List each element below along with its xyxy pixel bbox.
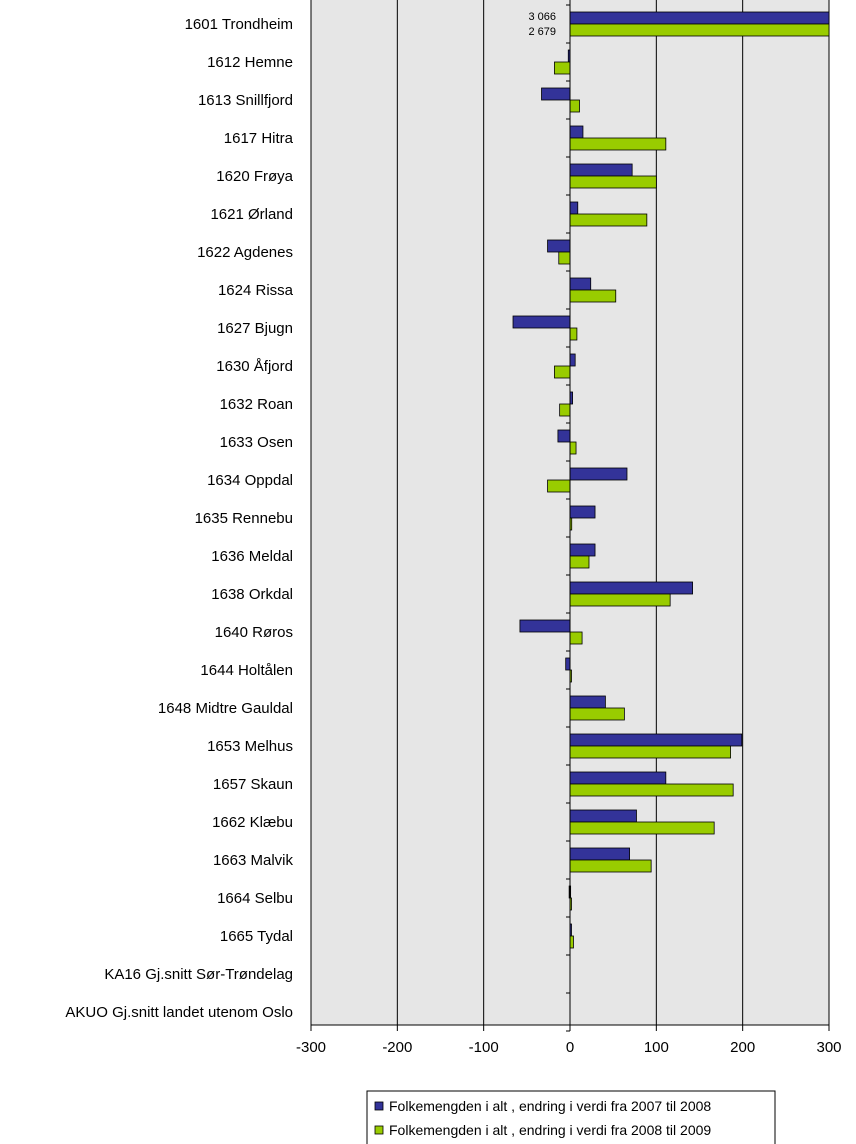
category-label: 1624 Rissa: [218, 282, 294, 299]
bar-series2: [569, 821, 715, 835]
bar-series2: [569, 935, 574, 949]
bar-series2: [569, 783, 734, 797]
bar-series1: [569, 353, 576, 367]
x-tick-label: -300: [296, 1039, 326, 1056]
bar-series2: [569, 99, 580, 113]
bar-series2: [569, 745, 731, 759]
bar-series2: [569, 593, 671, 607]
bar-series1: [565, 657, 571, 671]
category-label: 1620 Frøya: [216, 168, 293, 185]
category-label: KA16 Gj.snitt Sør-Trøndelag: [104, 966, 293, 983]
category-label: 1638 Orkdal: [211, 586, 293, 603]
legend-swatch: [374, 1125, 384, 1135]
category-label: 1648 Midtre Gauldal: [158, 700, 293, 717]
bar-series2: [554, 61, 571, 75]
bar-series2: [569, 631, 583, 645]
bar-series1: [569, 277, 592, 291]
category-label: 1662 Klæbu: [212, 814, 293, 831]
legend-label: Folkemengden i alt , endring i verdi fra…: [389, 1098, 711, 1114]
bar-series1: [569, 581, 693, 595]
x-tick-label: 200: [730, 1039, 755, 1056]
bar-series2: [554, 365, 571, 379]
bar-series2: [569, 555, 590, 569]
x-tick-label: -100: [469, 1039, 499, 1056]
category-label: 1627 Bjugn: [217, 320, 293, 337]
bar-series2: [569, 441, 577, 455]
category-label: 1636 Meldal: [211, 548, 293, 565]
category-label: 1630 Åfjord: [216, 358, 293, 375]
category-label: 1664 Selbu: [217, 890, 293, 907]
bars: [512, 11, 830, 949]
category-label: 1613 Snillfjord: [198, 92, 293, 109]
legend-box: [366, 1090, 776, 1144]
bar-series1: [569, 695, 606, 709]
bar-series2: [547, 479, 571, 493]
category-label: 1653 Melhus: [207, 738, 293, 755]
bar-series1: [569, 11, 830, 25]
bar-series2: [569, 137, 667, 151]
bar-series1: [569, 543, 596, 557]
bar-series2: [558, 251, 571, 265]
bar-series1: [512, 315, 571, 329]
data-label: 3 066: [528, 11, 556, 23]
category-label: AKUO Gj.snitt landet utenom Oslo: [65, 1004, 293, 1021]
category-label: 1663 Malvik: [213, 852, 294, 869]
bar-series1: [557, 429, 571, 443]
category-label: 1644 Holtålen: [200, 662, 293, 679]
category-label: 1622 Agdenes: [197, 244, 293, 261]
category-label: 1632 Roan: [220, 396, 293, 413]
bar-series1: [569, 733, 743, 747]
bar-series2: [569, 859, 652, 873]
category-label: 1621 Ørland: [210, 206, 293, 223]
x-tick-label: 300: [816, 1039, 841, 1056]
data-label: 2 679: [528, 26, 556, 38]
bar-series2: [559, 403, 571, 417]
bar-series2: [569, 327, 578, 341]
gridlines: [310, 0, 830, 1025]
category-label: 1617 Hitra: [224, 130, 294, 147]
category-label: 1612 Hemne: [207, 54, 293, 71]
tick-labels: -300 -200 -100 0 100 200 300: [296, 1039, 842, 1056]
bar-series1: [541, 87, 571, 101]
bar-series1: [569, 847, 630, 861]
category-label: 1665 Tydal: [220, 928, 293, 945]
category-label: 1633 Osen: [220, 434, 293, 451]
category-label: 1601 Trondheim: [185, 16, 293, 33]
bar-series2: [569, 175, 657, 189]
data-labels: 3 066 2 679: [528, 11, 556, 38]
category-labels: 1601 Trondheim 1612 Hemne 1613 Snillfjord 1…: [65, 16, 293, 1021]
axes: [310, 0, 830, 1032]
bar-series1: [569, 163, 633, 177]
bar-series1: [547, 239, 571, 253]
category-label: 1634 Oppdal: [207, 472, 293, 489]
bar-series2: [569, 707, 625, 721]
x-tick-label: -200: [382, 1039, 412, 1056]
x-tick-label: 100: [644, 1039, 669, 1056]
bar-series2: [569, 23, 830, 37]
bar-series1: [569, 125, 584, 139]
category-label: 1640 Røros: [215, 624, 293, 641]
bar-series1: [569, 201, 579, 215]
bar-series1: [569, 505, 596, 519]
category-label: 1657 Skaun: [213, 776, 293, 793]
legend-swatch: [374, 1101, 384, 1111]
bar-series1: [519, 619, 571, 633]
x-tick-label: 0: [566, 1039, 574, 1056]
bar-series1: [569, 771, 667, 785]
bar-series1: [569, 467, 628, 481]
bar-series1: [569, 809, 637, 823]
bar-series2: [569, 289, 617, 303]
legend: Folkemengden i alt , endring i verdi fra…: [366, 1090, 776, 1144]
bar-series2: [569, 213, 648, 227]
category-label: 1635 Rennebu: [195, 510, 293, 527]
legend-label: Folkemengden i alt , endring i verdi fra…: [389, 1122, 711, 1138]
